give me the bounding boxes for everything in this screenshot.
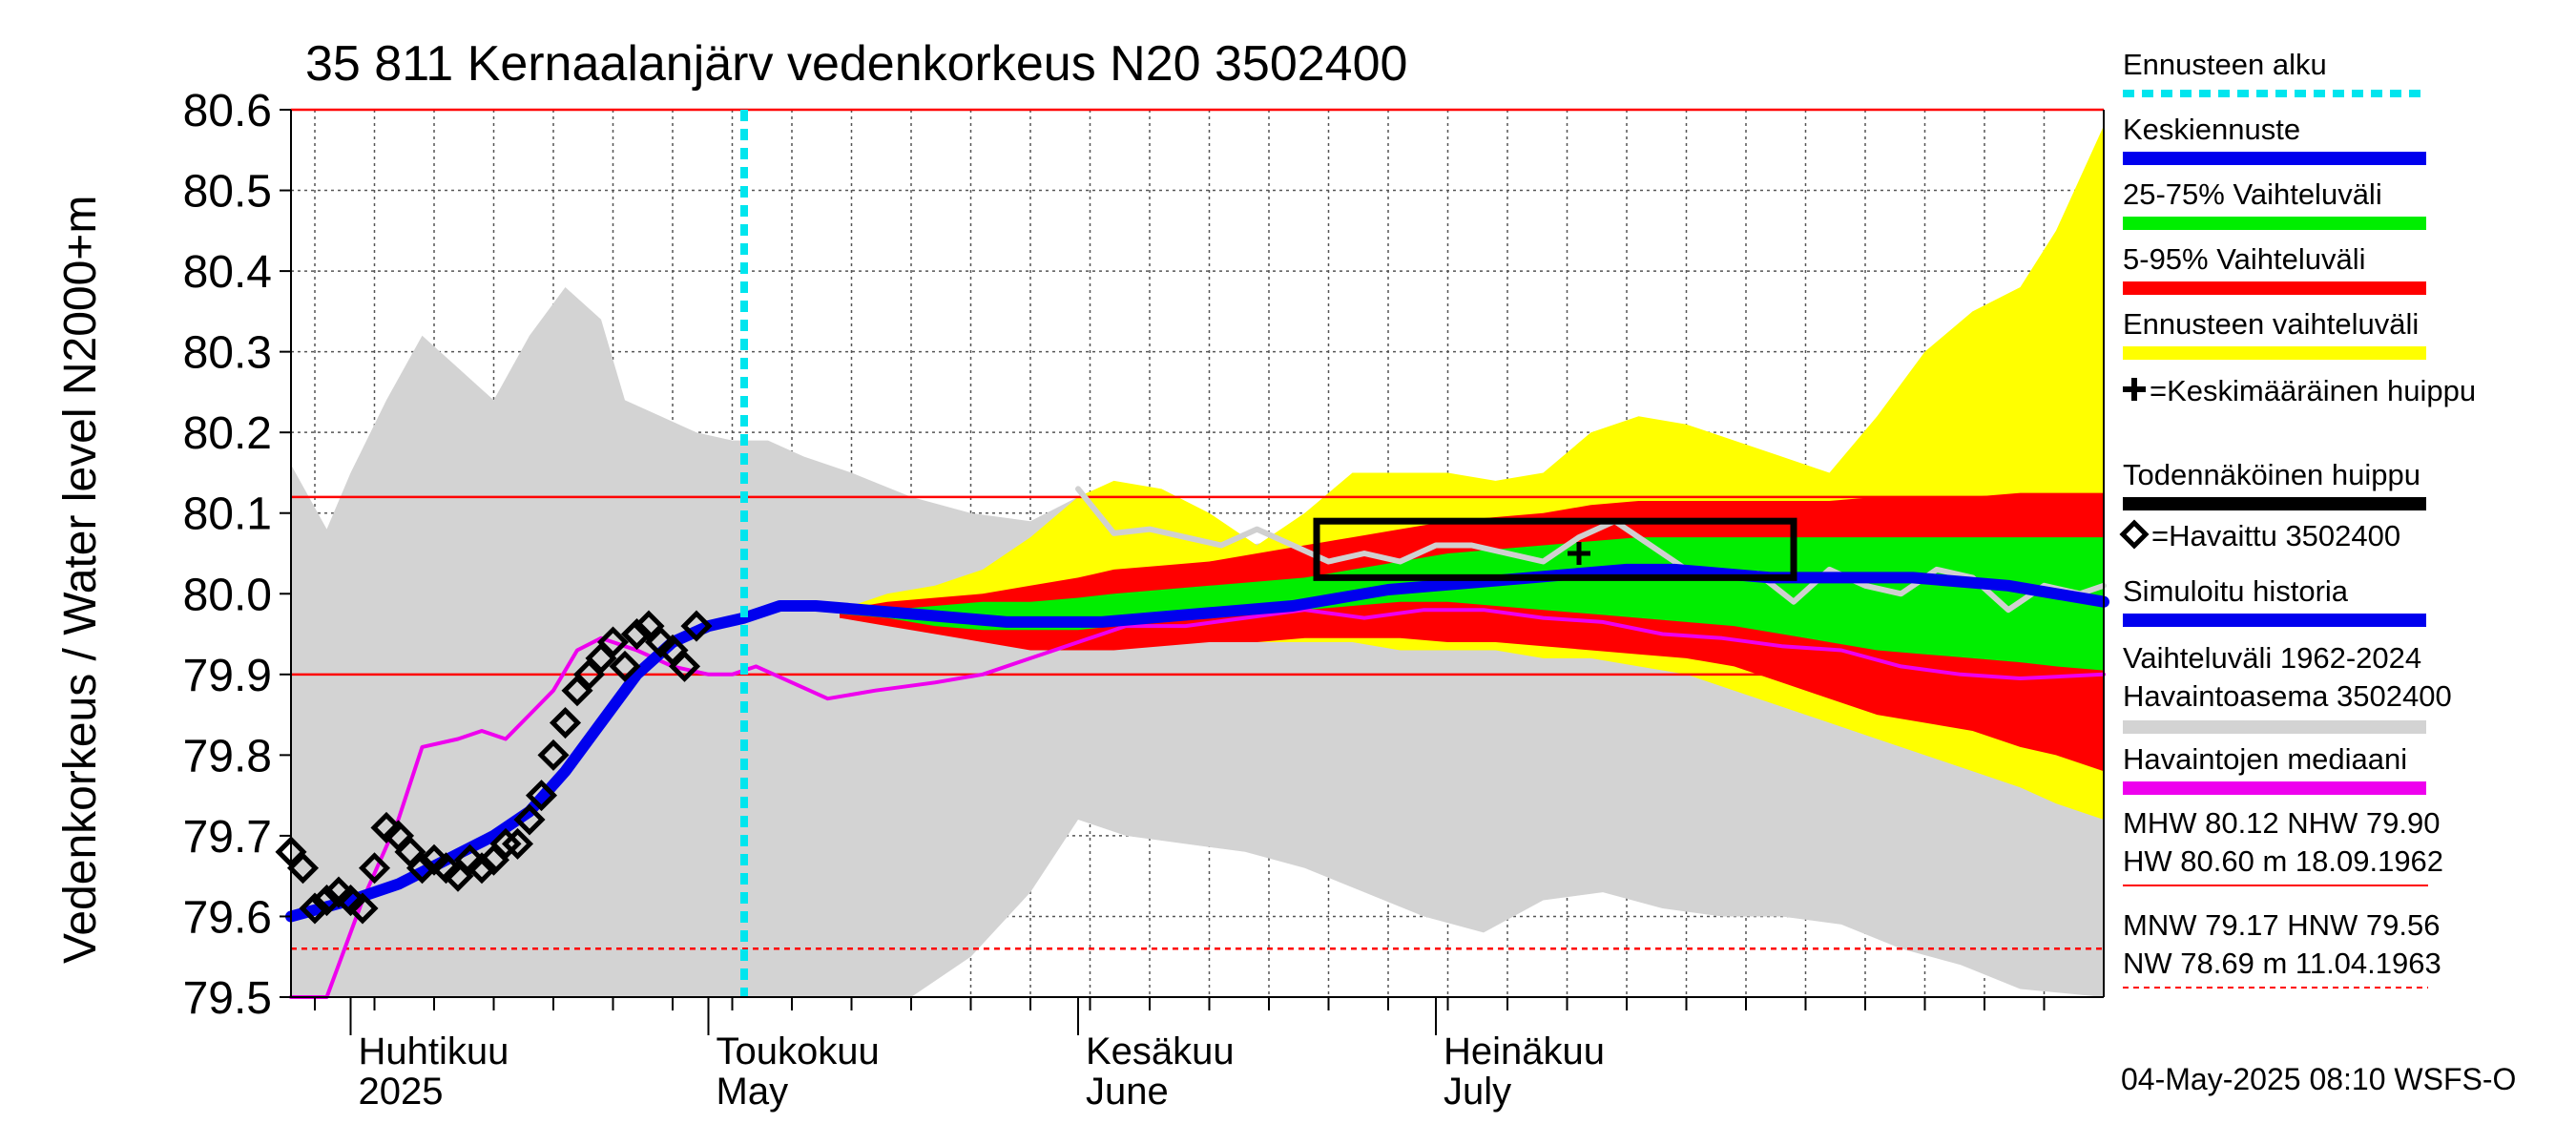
observed-point: [405, 852, 439, 885]
plot-area: [275, 108, 2109, 999]
observed-point: [358, 852, 391, 885]
observed-point: [620, 618, 654, 651]
x-month-label-fi: Huhtikuu: [359, 1030, 509, 1072]
x-month-label-fi: Toukokuu: [717, 1030, 880, 1072]
observed-point: [466, 852, 498, 885]
legend-label: 25-75% Vaihteluväli: [2123, 177, 2382, 211]
x-month-label-en: June: [1086, 1071, 1169, 1113]
observed-point: [609, 650, 641, 682]
legend-label: Simuloitu historia: [2123, 574, 2349, 608]
probable-peak-box: [1313, 517, 1797, 581]
y-tick-label: 79.7: [183, 812, 272, 863]
observed-point: [286, 852, 320, 885]
observed-point: [334, 885, 367, 917]
y-tick-label: 80.0: [183, 570, 272, 620]
y-tick-label: 80.6: [183, 86, 272, 136]
observed-point: [429, 852, 463, 885]
observed-point: [299, 892, 331, 925]
observed-point: [501, 827, 534, 860]
y-tick-label: 80.4: [183, 247, 272, 298]
y-axis: 79.5 79.6 79.7 79.8 79.9 80.0 80.1 80.2 80.3 80.4…: [183, 86, 291, 1024]
observed-point: [596, 626, 630, 658]
stats-nw: NW 78.69 m 11.04.1963: [2123, 947, 2441, 980]
observed-point: [644, 626, 677, 658]
observed-point: [489, 827, 522, 860]
y-tick-label: 79.8: [183, 731, 272, 781]
observed-point: [322, 876, 355, 908]
legend-label: =Havaittu 3502400: [2151, 519, 2400, 552]
observed-point: [370, 811, 403, 843]
legend-label: =Keskimääräinen huippu: [2150, 374, 2476, 407]
observed-point: [525, 780, 558, 812]
y-tick-label: 80.3: [183, 328, 272, 379]
timestamp: 04-May-2025 08:10 WSFS-O: [2121, 1062, 2516, 1096]
legend-label: Ennusteen vaihteluväli: [2123, 307, 2419, 341]
stats-hw: HW 80.60 m 18.09.1962: [2123, 844, 2443, 878]
y-tick-label: 80.2: [183, 408, 272, 459]
legend-label: Ennusteen alku: [2123, 48, 2327, 81]
x-month-label-en: July: [1444, 1071, 1511, 1113]
y-tick-label: 79.6: [183, 892, 272, 943]
legend-label: Keskiennuste: [2123, 113, 2300, 146]
y-axis-label: Vedenkorkeus / Water level N2000+m: [55, 196, 106, 964]
x-month-label-fi: Kesäkuu: [1086, 1030, 1235, 1072]
observed-point: [549, 707, 582, 739]
legend-label: Todennäköinen huippu: [2123, 458, 2420, 491]
stats-mhw-nhw: MHW 80.12 NHW 79.90: [2123, 806, 2441, 840]
x-month-label-fi: Heinäkuu: [1444, 1030, 1605, 1072]
legend-swatch-plus: [2123, 378, 2146, 401]
band-25-75-vaihteluv-li: [840, 537, 2104, 671]
legend-label-line2: Havaintoasema 3502400: [2123, 679, 2452, 713]
legend-swatch-diamond: [2119, 519, 2150, 550]
legend: Ennusteen alku Keskiennuste 25-75% Vaihtel…: [2119, 48, 2476, 795]
chart-title: 35 811 Kernaalanjärv vedenkorkeus N20 35…: [305, 36, 1407, 92]
observed-point: [537, 739, 570, 771]
y-tick-label: 80.1: [183, 489, 272, 540]
observed-point: [346, 892, 379, 925]
observed-point: [310, 885, 343, 917]
statistics-block: MHW 80.12 NHW 79.90 HW 80.60 m 18.09.196…: [2123, 806, 2443, 989]
observed-point: [680, 610, 713, 642]
x-month-label-en: May: [717, 1071, 789, 1113]
y-tick-label: 79.9: [183, 651, 272, 701]
observed-point: [513, 803, 546, 836]
mean-peak-marker: [1568, 542, 1590, 565]
line-havaintojen-mediaani: [289, 608, 2106, 999]
line-todenn-k-inen-huippu-harmaa: [1075, 486, 2107, 614]
y-tick-label: 79.5: [183, 973, 272, 1024]
observed-point: [453, 843, 487, 876]
observed-point: [418, 843, 450, 876]
legend-label: Havaintojen mediaani: [2123, 742, 2407, 776]
legend-label: Vaihteluväli 1962-2024: [2123, 641, 2421, 675]
stats-mnw-hnw: MNW 79.17 HNW 79.56: [2123, 908, 2441, 942]
observed-point: [668, 650, 701, 682]
y-tick-label: 80.5: [183, 167, 272, 218]
x-month-label-en: 2025: [359, 1071, 444, 1113]
legend-label: 5-95% Vaihteluväli: [2123, 242, 2365, 276]
